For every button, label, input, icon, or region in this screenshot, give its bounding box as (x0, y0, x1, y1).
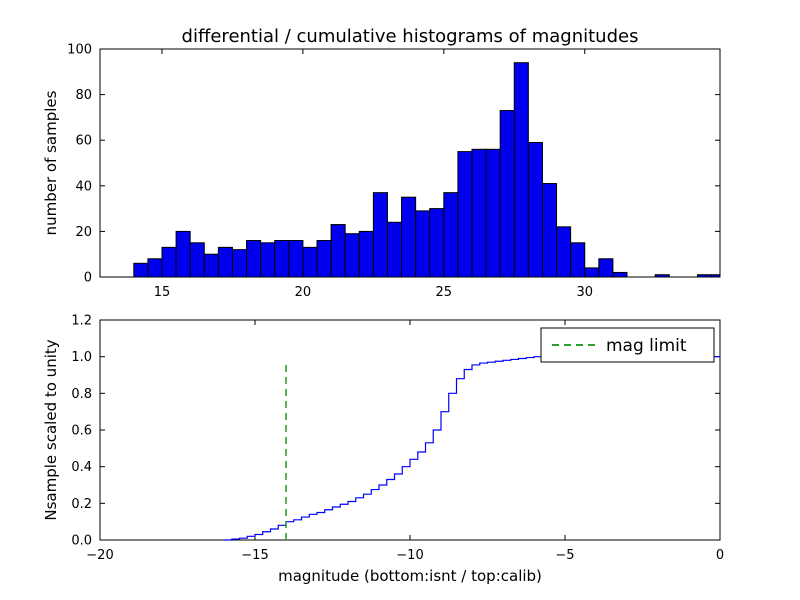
y-tick-label: 60 (75, 134, 92, 149)
histogram-bar (499, 110, 515, 278)
x-tick-label: −15 (241, 548, 268, 563)
histogram-bar (217, 246, 233, 278)
histogram-bar (316, 240, 332, 278)
x-tick-label: −10 (396, 548, 423, 563)
histogram-bar (429, 208, 445, 278)
histogram-bar (612, 271, 628, 278)
legend: mag limit (540, 327, 715, 363)
x-tick-label: 15 (154, 285, 171, 300)
y-tick-label: 0.6 (71, 424, 92, 439)
cumulative-axes: −20 −15 −10 −5 0 0.0 0.2 0.4 0.6 0.8 1.0 1.2 (71, 314, 724, 564)
histogram-ylabel: number of samples (42, 90, 60, 235)
y-tick-label: 0.4 (71, 460, 92, 475)
y-tick-label: 0.0 (71, 534, 92, 549)
histogram-bar (471, 148, 487, 278)
histogram-axes: 15 20 25 30 0 20 40 60 80 100 (67, 43, 721, 300)
histogram-bar (274, 240, 290, 278)
x-tick-label: 0 (716, 548, 724, 563)
histogram-bar (133, 262, 149, 278)
histogram-bar (302, 246, 318, 278)
y-tick-label: 1.0 (71, 350, 92, 365)
x-tick-label: 30 (576, 285, 593, 300)
histogram-bar (415, 210, 431, 278)
cumulative-ylabel: Nsample scaled to unity (42, 339, 60, 520)
histogram-bars (133, 62, 721, 278)
histogram-bar (161, 246, 177, 278)
histogram-bar (386, 221, 403, 278)
y-tick-label: 80 (75, 88, 92, 103)
histogram-bar (175, 230, 191, 278)
histogram-bar (457, 151, 473, 278)
x-tick-label: −5 (555, 548, 574, 563)
histogram-bar (541, 183, 558, 278)
x-tick-label: 20 (295, 285, 312, 300)
histogram-bar (372, 192, 388, 278)
y-tick-label: 100 (67, 43, 92, 58)
histogram-bar (513, 62, 529, 278)
histogram-bar (147, 258, 163, 278)
histogram-bar (231, 249, 248, 278)
histogram-bar (570, 242, 586, 278)
histogram-bar (598, 258, 614, 278)
y-tick-label: 0.2 (71, 497, 92, 512)
histogram-bar (358, 230, 374, 278)
y-tick-label: 0 (84, 271, 92, 286)
histogram-bar (344, 233, 360, 278)
axes-frame (99, 48, 721, 278)
histogram-bar (401, 196, 417, 278)
y-tick-label: 40 (75, 179, 92, 194)
histogram-bar (556, 226, 572, 278)
figure-title: differential / cumulative histograms of … (182, 26, 639, 47)
histogram-bar (330, 224, 346, 278)
histogram-bar (485, 148, 501, 278)
histogram-bar (584, 267, 600, 278)
y-tick-label: 1.2 (71, 314, 92, 329)
x-axis-label: magnitude (bottom:isnt / top:calib) (278, 567, 542, 585)
histogram-bar (203, 253, 219, 278)
cumulative-line (224, 356, 720, 541)
x-tick-label: 25 (436, 285, 453, 300)
legend-label: mag limit (606, 336, 687, 356)
y-tick-label: 0.8 (71, 387, 92, 402)
x-tick-label: −20 (86, 548, 113, 563)
histogram-bar (260, 242, 276, 278)
histogram-bar (189, 242, 205, 278)
histogram-bar (443, 192, 459, 278)
histogram-bar (288, 240, 304, 278)
y-tick-label: 20 (75, 225, 92, 240)
histogram-bar (527, 141, 543, 278)
histogram-bar (246, 240, 262, 278)
